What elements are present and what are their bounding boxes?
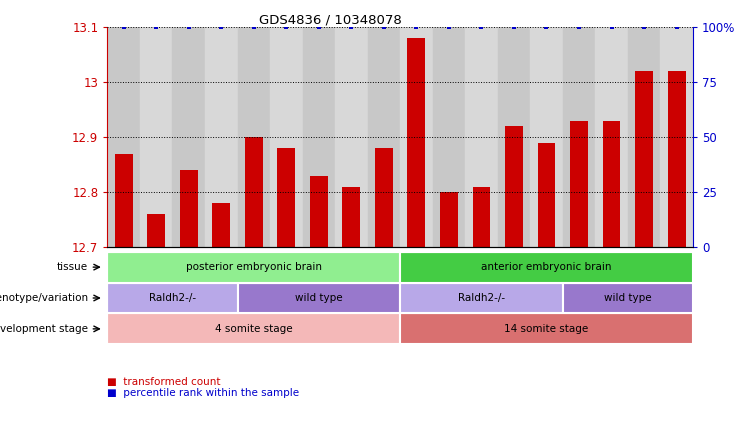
Bar [115, 154, 133, 247]
Bar [537, 143, 556, 247]
Bar [140, 27, 173, 247]
Bar [238, 283, 400, 313]
Bar [368, 27, 400, 247]
Text: wild type: wild type [604, 293, 651, 303]
Point [508, 24, 520, 31]
Point [476, 24, 488, 31]
Bar [107, 27, 140, 247]
Text: Raldh2-/-: Raldh2-/- [149, 293, 196, 303]
Bar [635, 71, 653, 247]
Bar [107, 313, 400, 344]
Text: Raldh2-/-: Raldh2-/- [458, 293, 505, 303]
Bar [602, 121, 620, 247]
Point [183, 24, 195, 31]
Point [313, 24, 325, 31]
Point [118, 24, 130, 31]
Text: genotype/variation: genotype/variation [0, 293, 88, 303]
Point [411, 24, 422, 31]
Bar [205, 27, 238, 247]
Point [671, 24, 682, 31]
Bar [400, 283, 562, 313]
Bar [628, 27, 660, 247]
Bar [302, 27, 335, 247]
Point [573, 24, 585, 31]
Bar [173, 27, 205, 247]
Point [378, 24, 390, 31]
Bar [107, 283, 238, 313]
Point [443, 24, 455, 31]
Title: GDS4836 / 10348078: GDS4836 / 10348078 [259, 14, 402, 26]
Bar [433, 27, 465, 247]
Bar [400, 27, 433, 247]
Text: posterior embryonic brain: posterior embryonic brain [186, 262, 322, 272]
Bar [277, 148, 295, 247]
Bar [498, 27, 531, 247]
Bar [440, 192, 458, 247]
Bar [595, 27, 628, 247]
Point [605, 24, 617, 31]
Text: ■  percentile rank within the sample: ■ percentile rank within the sample [107, 388, 299, 398]
Text: 14 somite stage: 14 somite stage [505, 324, 588, 334]
Bar [245, 137, 263, 247]
Bar [180, 170, 198, 247]
Bar [342, 187, 360, 247]
Text: wild type: wild type [295, 293, 342, 303]
Point [216, 24, 227, 31]
Bar [213, 203, 230, 247]
Text: 4 somite stage: 4 somite stage [215, 324, 293, 334]
Point [247, 24, 260, 31]
Bar [531, 27, 562, 247]
Bar [562, 27, 595, 247]
Point [280, 24, 292, 31]
Text: ■  transformed count: ■ transformed count [107, 377, 221, 387]
Text: development stage: development stage [0, 324, 88, 334]
Bar [310, 176, 328, 247]
Bar [660, 27, 693, 247]
Bar [147, 214, 165, 247]
Point [345, 24, 357, 31]
Text: anterior embryonic brain: anterior embryonic brain [481, 262, 612, 272]
Bar [505, 126, 523, 247]
Text: tissue: tissue [57, 262, 88, 272]
Bar [375, 148, 393, 247]
Bar [408, 38, 425, 247]
Bar [270, 27, 302, 247]
Point [638, 24, 650, 31]
Bar [335, 27, 368, 247]
Bar [465, 27, 498, 247]
Point [541, 24, 553, 31]
Bar [107, 252, 400, 283]
Bar [570, 121, 588, 247]
Point [150, 24, 162, 31]
Bar [238, 27, 270, 247]
Bar [400, 313, 693, 344]
Bar [473, 187, 491, 247]
Bar [400, 252, 693, 283]
Bar [668, 71, 685, 247]
Bar [562, 283, 693, 313]
